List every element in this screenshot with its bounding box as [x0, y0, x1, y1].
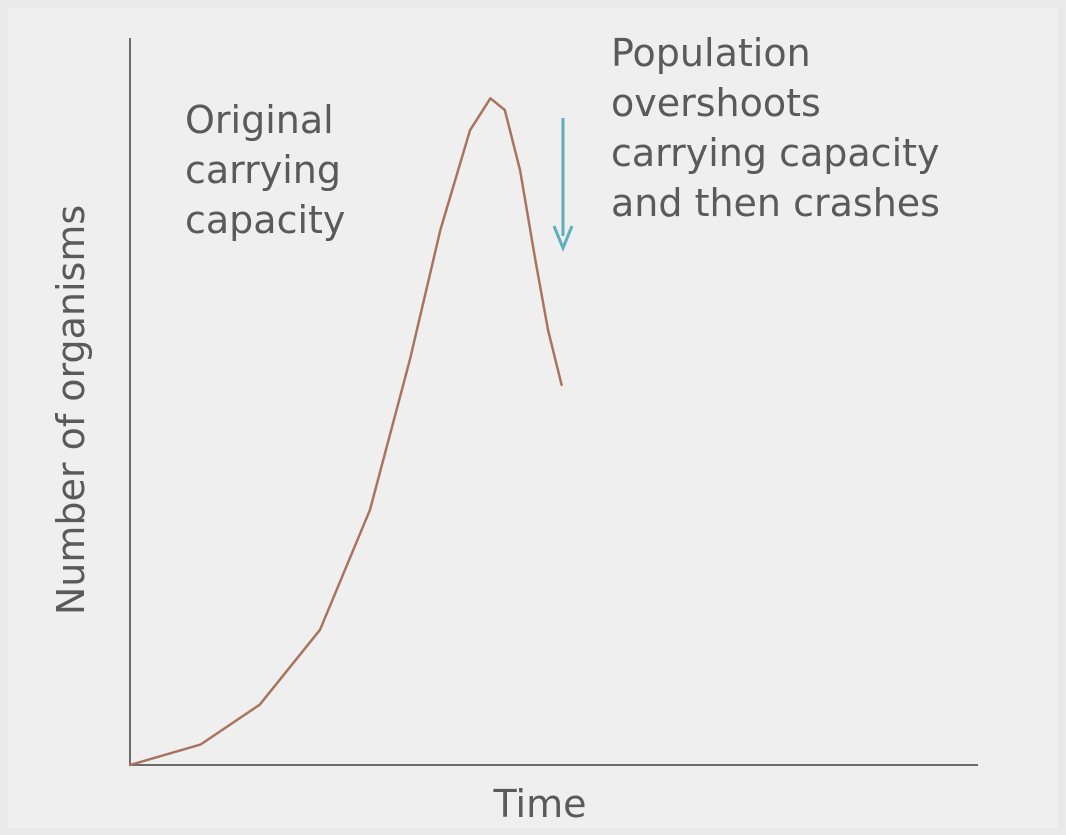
annotation-line: and then crashes: [611, 181, 940, 225]
annotation-line: Population: [611, 31, 811, 75]
y-axis-label: Number of organisms: [49, 205, 93, 615]
annotation-line: overshoots: [611, 81, 821, 125]
data-line: [128, 97, 563, 767]
chart-background: [8, 8, 1058, 828]
annotation-line: carrying capacity: [611, 131, 940, 175]
annotation-line: carrying: [185, 148, 341, 192]
annotation-line: Original: [185, 98, 334, 142]
x-axis-label: Time: [493, 782, 587, 826]
arrow-head: [552, 225, 574, 252]
annotation-line: capacity: [185, 198, 345, 242]
